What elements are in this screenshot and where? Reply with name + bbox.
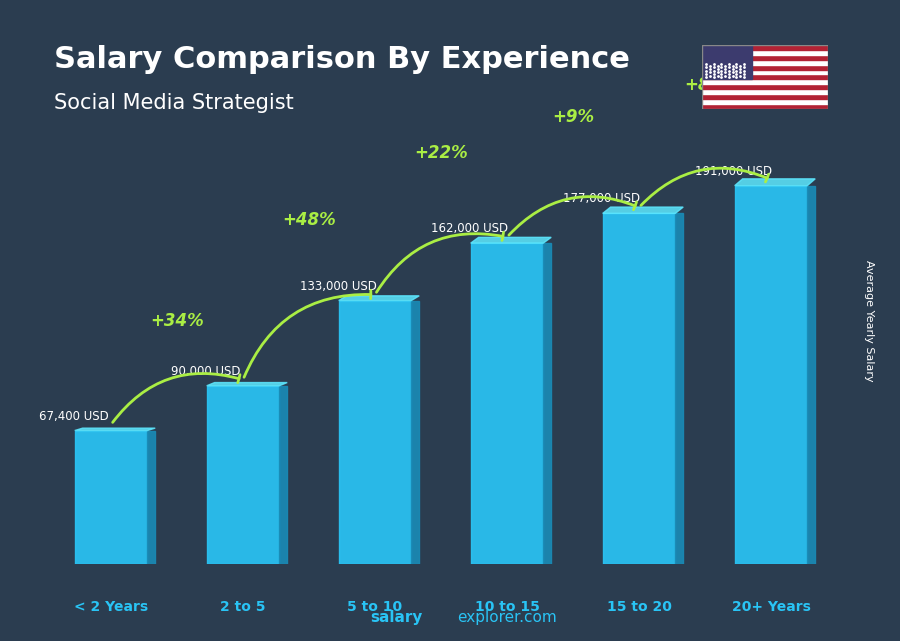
Polygon shape xyxy=(734,179,815,186)
Bar xyxy=(702,99,828,104)
Text: salaryexplorer.com: salaryexplorer.com xyxy=(0,640,1,641)
Text: 191,000 USD: 191,000 USD xyxy=(696,165,772,178)
Text: +8%: +8% xyxy=(684,76,726,94)
Text: Average Yearly Salary: Average Yearly Salary xyxy=(863,260,874,381)
Text: 133,000 USD: 133,000 USD xyxy=(300,279,376,293)
Polygon shape xyxy=(207,383,287,386)
Bar xyxy=(471,243,544,564)
Bar xyxy=(734,186,807,564)
Text: explorer.com: explorer.com xyxy=(457,610,557,625)
Bar xyxy=(544,243,551,564)
Polygon shape xyxy=(338,296,419,301)
Bar xyxy=(207,386,279,564)
Text: 15 to 20: 15 to 20 xyxy=(607,600,671,613)
Text: 2 to 5: 2 to 5 xyxy=(220,600,266,613)
Text: 90,000 USD: 90,000 USD xyxy=(171,365,241,378)
Text: 177,000 USD: 177,000 USD xyxy=(563,192,641,206)
Text: salary: salary xyxy=(370,610,422,625)
Text: Salary Comparison By Experience: Salary Comparison By Experience xyxy=(54,45,630,74)
Text: 67,400 USD: 67,400 USD xyxy=(40,410,109,422)
Bar xyxy=(702,69,828,74)
Bar xyxy=(148,431,155,564)
Bar xyxy=(702,85,828,89)
Bar xyxy=(702,45,752,79)
Bar xyxy=(807,186,815,564)
Text: 162,000 USD: 162,000 USD xyxy=(431,222,508,235)
Bar xyxy=(702,45,828,50)
Text: +22%: +22% xyxy=(414,144,468,162)
Text: < 2 Years: < 2 Years xyxy=(74,600,148,613)
Text: +34%: +34% xyxy=(150,312,204,330)
Bar xyxy=(702,74,828,79)
Bar xyxy=(702,65,828,69)
Bar xyxy=(702,50,828,54)
Bar xyxy=(702,79,828,85)
Text: +9%: +9% xyxy=(552,108,594,126)
Bar xyxy=(702,104,828,109)
Bar xyxy=(411,301,419,564)
Text: Social Media Strategist: Social Media Strategist xyxy=(54,93,293,113)
Bar xyxy=(702,54,828,60)
Polygon shape xyxy=(603,207,683,213)
Polygon shape xyxy=(75,428,155,431)
Text: 10 to 15: 10 to 15 xyxy=(474,600,539,613)
Text: 5 to 10: 5 to 10 xyxy=(347,600,402,613)
Bar xyxy=(702,94,828,99)
Bar xyxy=(702,89,828,94)
Text: +48%: +48% xyxy=(282,212,336,229)
Bar xyxy=(675,213,683,564)
Bar xyxy=(279,386,287,564)
Bar xyxy=(338,301,411,564)
Bar xyxy=(603,213,675,564)
Bar xyxy=(75,431,148,564)
Text: 20+ Years: 20+ Years xyxy=(732,600,810,613)
Bar xyxy=(702,60,828,65)
Polygon shape xyxy=(471,237,551,243)
